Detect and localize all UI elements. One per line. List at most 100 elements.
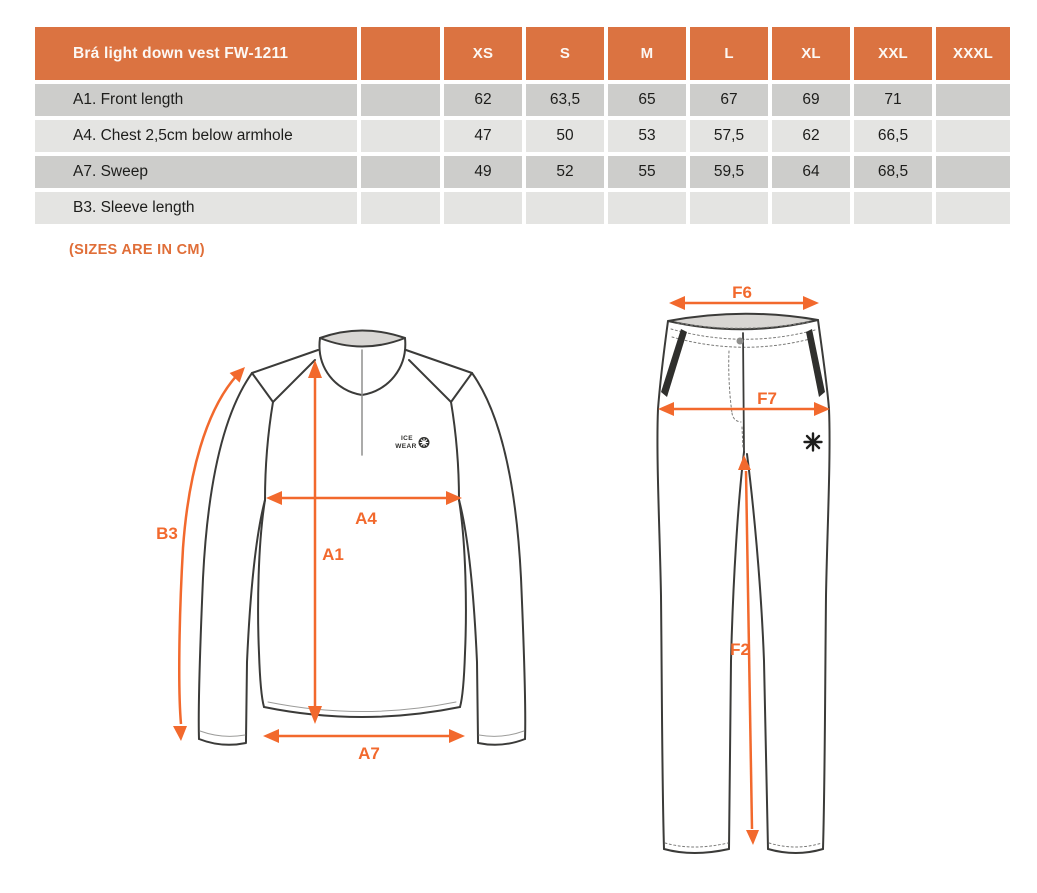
hem-stitch-line: [267, 701, 457, 712]
product-title: Brá light down vest FW-1211: [35, 27, 357, 80]
size-value: 62: [444, 84, 522, 116]
arrow-b3: [173, 367, 245, 741]
size-value: 67: [690, 84, 768, 116]
left-raglan-seam-lower: [264, 401, 274, 501]
right-cuff-stitch: [478, 730, 525, 737]
left-cuff: [198, 738, 247, 746]
left-yoke-seam: [251, 372, 274, 403]
right-hem-stitch: [768, 842, 823, 848]
size-value: 55: [608, 156, 686, 188]
left-leg-outer: [656, 320, 669, 850]
left-sleeve-inner: [245, 499, 266, 743]
measurement-label-f2: F2: [730, 640, 750, 659]
size-header-s: S: [526, 27, 604, 80]
arrow-a1: [308, 360, 322, 724]
spacer-cell: [361, 84, 440, 116]
arrow-f2: [738, 455, 759, 845]
left-pocket: [661, 329, 687, 397]
left-raglan-seam: [272, 359, 316, 403]
right-cuff: [477, 738, 526, 746]
top-garment-diagram: ICE WEAR: [156, 329, 527, 763]
logo-text-line2: WEAR: [395, 443, 416, 450]
size-value: 53: [608, 120, 686, 152]
size-header-l: L: [690, 27, 768, 80]
left-sleeve-outer: [197, 372, 253, 740]
table-row-chest: A4. Chest 2,5cm below armhole 47 50 53 5…: [35, 120, 1010, 152]
size-header-xl: XL: [772, 27, 850, 80]
measurement-label: A4. Chest 2,5cm below armhole: [35, 120, 357, 152]
right-leg-outer: [817, 319, 831, 850]
logo-text-line1: ICE: [401, 435, 413, 442]
size-value: 68,5: [854, 156, 932, 188]
table-row-sleeve-length: B3. Sleeve length: [35, 192, 1010, 224]
size-value: 65: [608, 84, 686, 116]
body-right-edge: [458, 499, 467, 708]
right-leg-inner: [746, 453, 769, 850]
arrow-a7: [263, 729, 465, 743]
size-chart-table: Brá light down vest FW-1211 XS S M L XL …: [31, 23, 1014, 228]
pants-outline: [656, 312, 831, 854]
arrow-f6: [669, 296, 819, 310]
spacer-cell: [361, 120, 440, 152]
left-cuff-stitch: [199, 730, 246, 737]
right-raglan-seam: [408, 359, 452, 403]
right-hem: [767, 848, 824, 854]
table-header: Brá light down vest FW-1211 XS S M L XL …: [35, 27, 1010, 80]
fly-stitch: [728, 350, 733, 414]
size-header-xxxl: XXXL: [936, 27, 1010, 80]
size-value: 52: [526, 156, 604, 188]
header-row: Brá light down vest FW-1211 XS S M L XL …: [35, 27, 1010, 80]
size-header-m: M: [608, 27, 686, 80]
table-row-front-length: A1. Front length 62 63,5 65 67 69 71: [35, 84, 1010, 116]
left-hem: [663, 848, 730, 854]
waist-opening-stitch: [676, 321, 810, 329]
icewear-logo: ICE WEAR: [395, 435, 430, 450]
size-value: [936, 192, 1010, 224]
measurement-label-b3: B3: [156, 524, 178, 543]
size-value: 63,5: [526, 84, 604, 116]
measurement-label: B3. Sleeve length: [35, 192, 357, 224]
size-value: 64: [772, 156, 850, 188]
measurement-label: A7. Sweep: [35, 156, 357, 188]
crotch-stitch: [741, 426, 744, 450]
left-shoulder-seam: [251, 349, 319, 374]
snowflake-icon: [803, 432, 823, 452]
measurement-label-a7: A7: [358, 744, 380, 763]
measurement-label: A1. Front length: [35, 84, 357, 116]
waist-button: [736, 337, 744, 345]
size-value: [772, 192, 850, 224]
table-row-sweep: A7. Sweep 49 52 55 59,5 64 68,5: [35, 156, 1010, 188]
size-value: [608, 192, 686, 224]
shirt-measurement-arrows: A4 A1 A7 B3: [156, 360, 465, 763]
size-value: [854, 192, 932, 224]
size-value: [936, 120, 1010, 152]
arrow-a4: [266, 491, 462, 505]
shirt-outline: [197, 329, 527, 746]
right-sleeve-inner: [458, 499, 479, 743]
right-raglan-seam-lower: [450, 401, 460, 501]
units-note: (SIZES ARE IN CM): [69, 242, 205, 258]
left-leg-inner: [728, 451, 745, 850]
snowflake-badge-icon: [418, 437, 430, 448]
right-sleeve-outer: [471, 372, 527, 740]
measurement-label-f7: F7: [757, 389, 777, 408]
size-value: 71: [854, 84, 932, 116]
right-pocket: [806, 329, 825, 397]
hem: [263, 706, 461, 718]
center-front-seam: [742, 332, 745, 453]
measurement-label-a1: A1: [322, 545, 344, 564]
collar-opening: [319, 329, 406, 348]
size-value: [936, 84, 1010, 116]
size-value: 66,5: [854, 120, 932, 152]
spacer-cell: [361, 156, 440, 188]
size-value: 62: [772, 120, 850, 152]
size-value: [444, 192, 522, 224]
size-value: [936, 156, 1010, 188]
body-left-edge: [257, 499, 266, 708]
size-header-xs: XS: [444, 27, 522, 80]
size-value: 69: [772, 84, 850, 116]
arrow-f7: [658, 402, 830, 416]
measurement-label-f6: F6: [732, 283, 752, 302]
size-value: 49: [444, 156, 522, 188]
pants-measurement-arrows: F6 F7 F2: [658, 283, 830, 845]
